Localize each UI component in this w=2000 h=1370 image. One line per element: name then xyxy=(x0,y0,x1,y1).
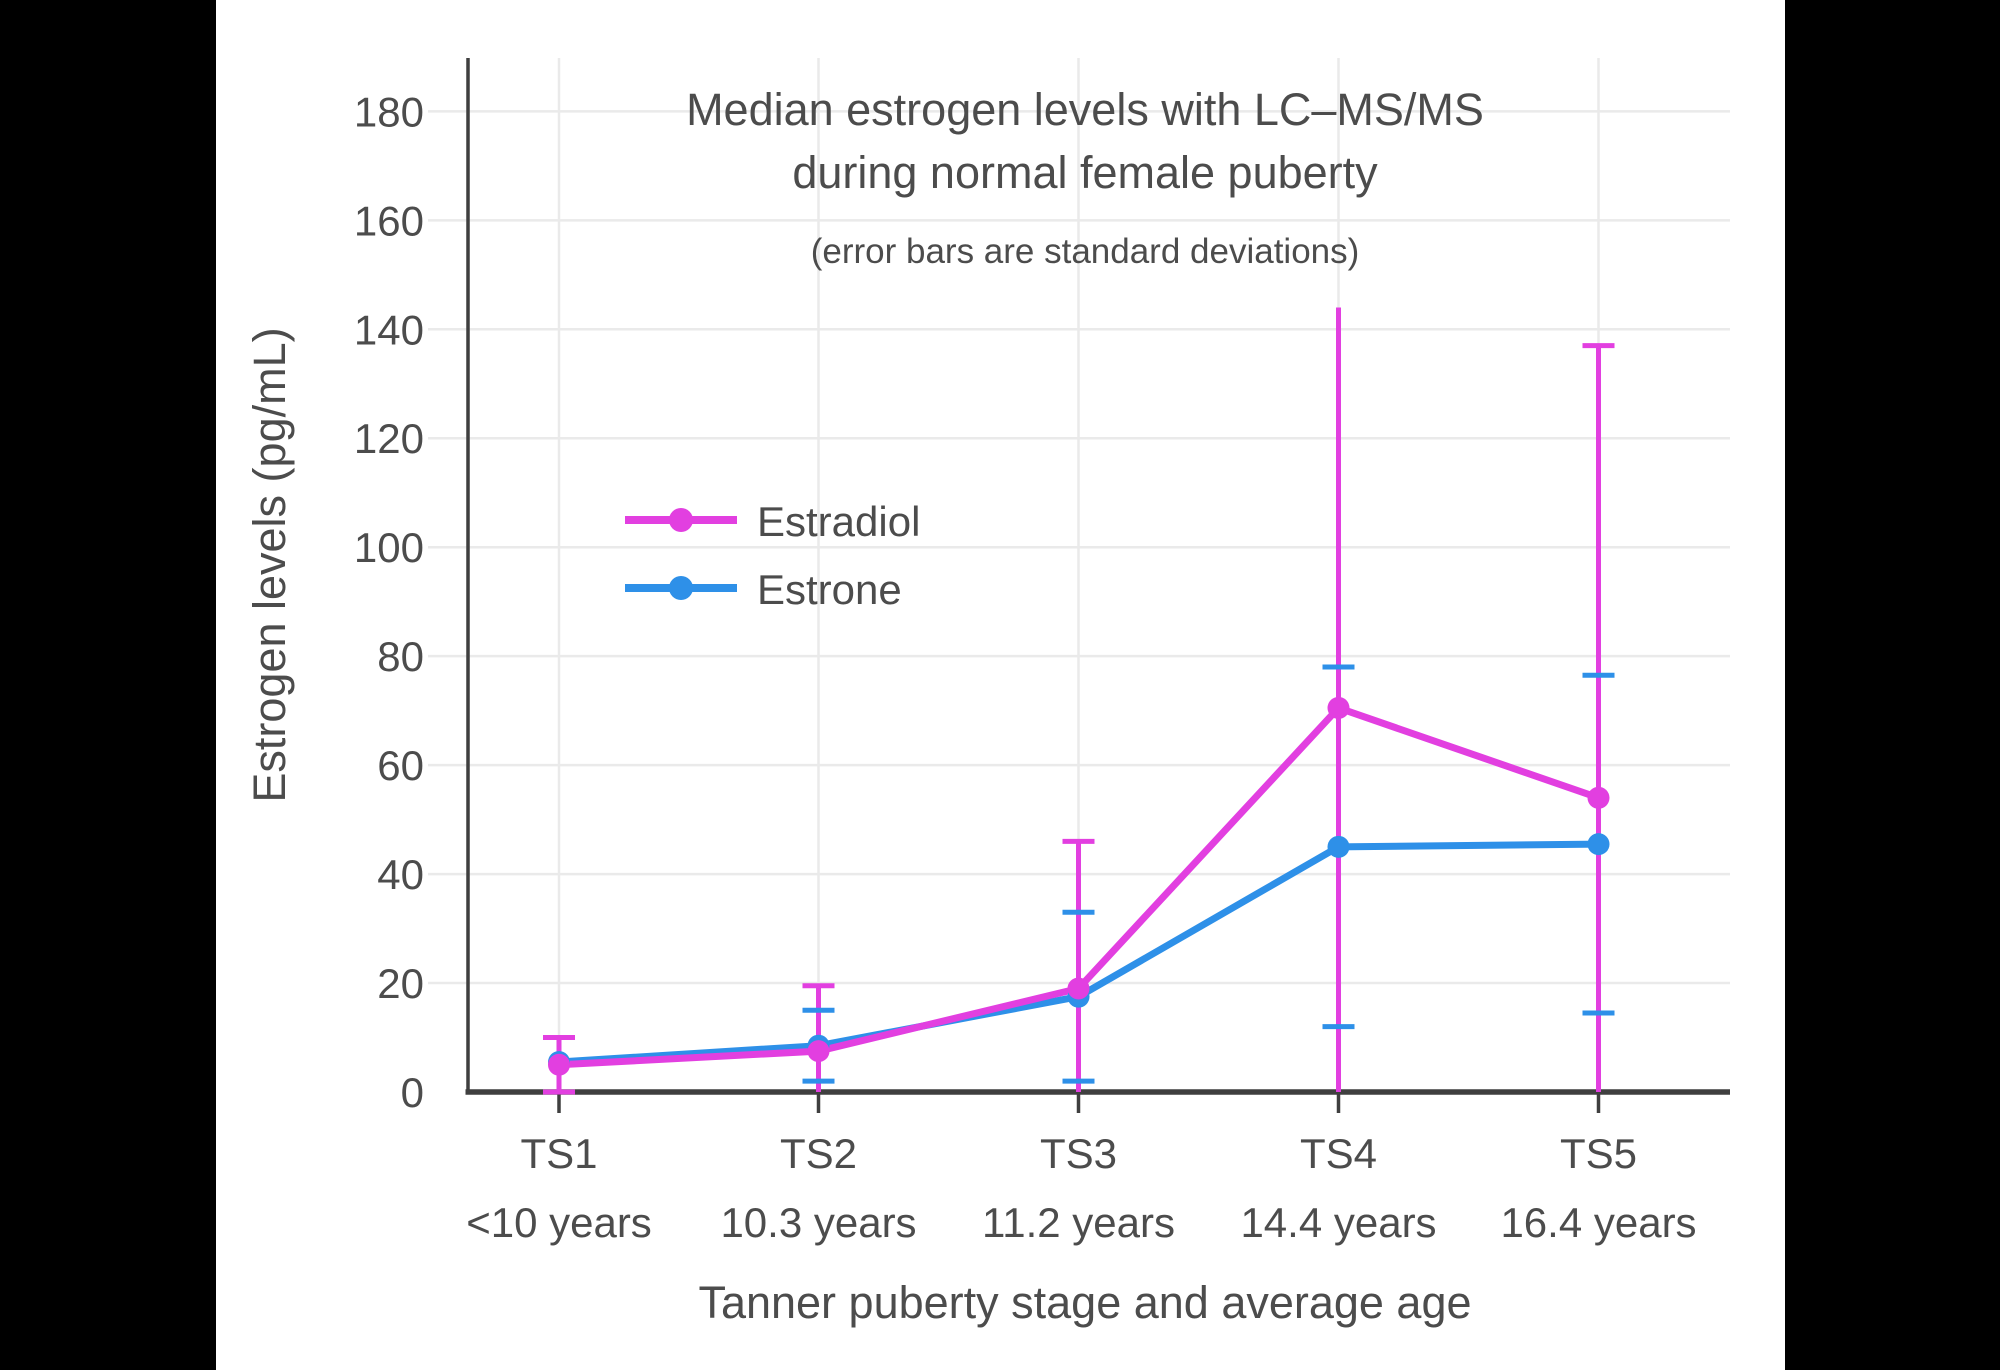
x-tick-label-age: 11.2 years xyxy=(982,1199,1175,1246)
estrone-error-caps xyxy=(802,664,1615,1084)
y-axis-title: Estrogen levels (pg/mL) xyxy=(244,327,295,802)
x-tick-labels: TS1 <10 years TS2 10.3 years TS3 11.2 years TS… xyxy=(466,1130,1696,1246)
y-tick-label: 60 xyxy=(377,742,424,789)
y-tick-label: 160 xyxy=(354,197,424,244)
x-tick-label-age: 14.4 years xyxy=(1240,1199,1436,1246)
estradiol-marker xyxy=(1067,977,1090,1000)
y-tick-label: 140 xyxy=(354,306,424,353)
x-tick-label-stage: TS3 xyxy=(1040,1130,1117,1177)
chart-title-line2: during normal female puberty xyxy=(792,147,1378,198)
y-tick-label: 0 xyxy=(401,1069,424,1116)
chart-canvas xyxy=(216,0,1785,1370)
estradiol-marker xyxy=(1327,696,1350,719)
x-tick-label-age: <10 years xyxy=(466,1199,652,1246)
y-tick-label: 100 xyxy=(354,524,424,571)
y-tick-label: 80 xyxy=(377,633,424,680)
axes xyxy=(465,58,1730,1095)
estradiol-marker xyxy=(807,1040,830,1063)
x-tick-label-age: 10.3 years xyxy=(720,1199,916,1246)
series-markers xyxy=(548,696,1610,1076)
x-tick-label-age: 16.4 years xyxy=(1500,1199,1696,1246)
legend: Estradiol Estrone xyxy=(625,498,920,613)
x-tick-label-stage: TS2 xyxy=(780,1130,857,1177)
chart-subtitle: (error bars are standard deviations) xyxy=(811,232,1360,271)
chart-title-line1: Median estrogen levels with LC–MS/MS xyxy=(686,84,1484,135)
legend-estrone-marker xyxy=(669,576,693,600)
y-tick-label: 120 xyxy=(354,415,424,462)
legend-estradiol-marker xyxy=(669,508,693,532)
x-axis-title: Tanner puberty stage and average age xyxy=(698,1277,1471,1328)
x-tick-label-stage: TS5 xyxy=(1560,1130,1637,1177)
estrone-marker xyxy=(1587,833,1610,856)
estradiol-marker xyxy=(548,1053,570,1076)
y-tick-labels: 0 20 40 60 80 100 120 140 160 180 xyxy=(354,88,424,1116)
x-tick-label-stage: TS1 xyxy=(520,1130,597,1177)
x-tick-label-stage: TS4 xyxy=(1300,1130,1377,1177)
estradiol-marker xyxy=(1587,786,1610,809)
estrone-marker xyxy=(1327,835,1350,858)
legend-estradiol-label: Estradiol xyxy=(757,498,920,545)
y-tick-label: 180 xyxy=(354,88,424,135)
y-tick-label: 40 xyxy=(377,851,424,898)
y-tick-label: 20 xyxy=(377,960,424,1007)
legend-estrone-label: Estrone xyxy=(757,566,902,613)
